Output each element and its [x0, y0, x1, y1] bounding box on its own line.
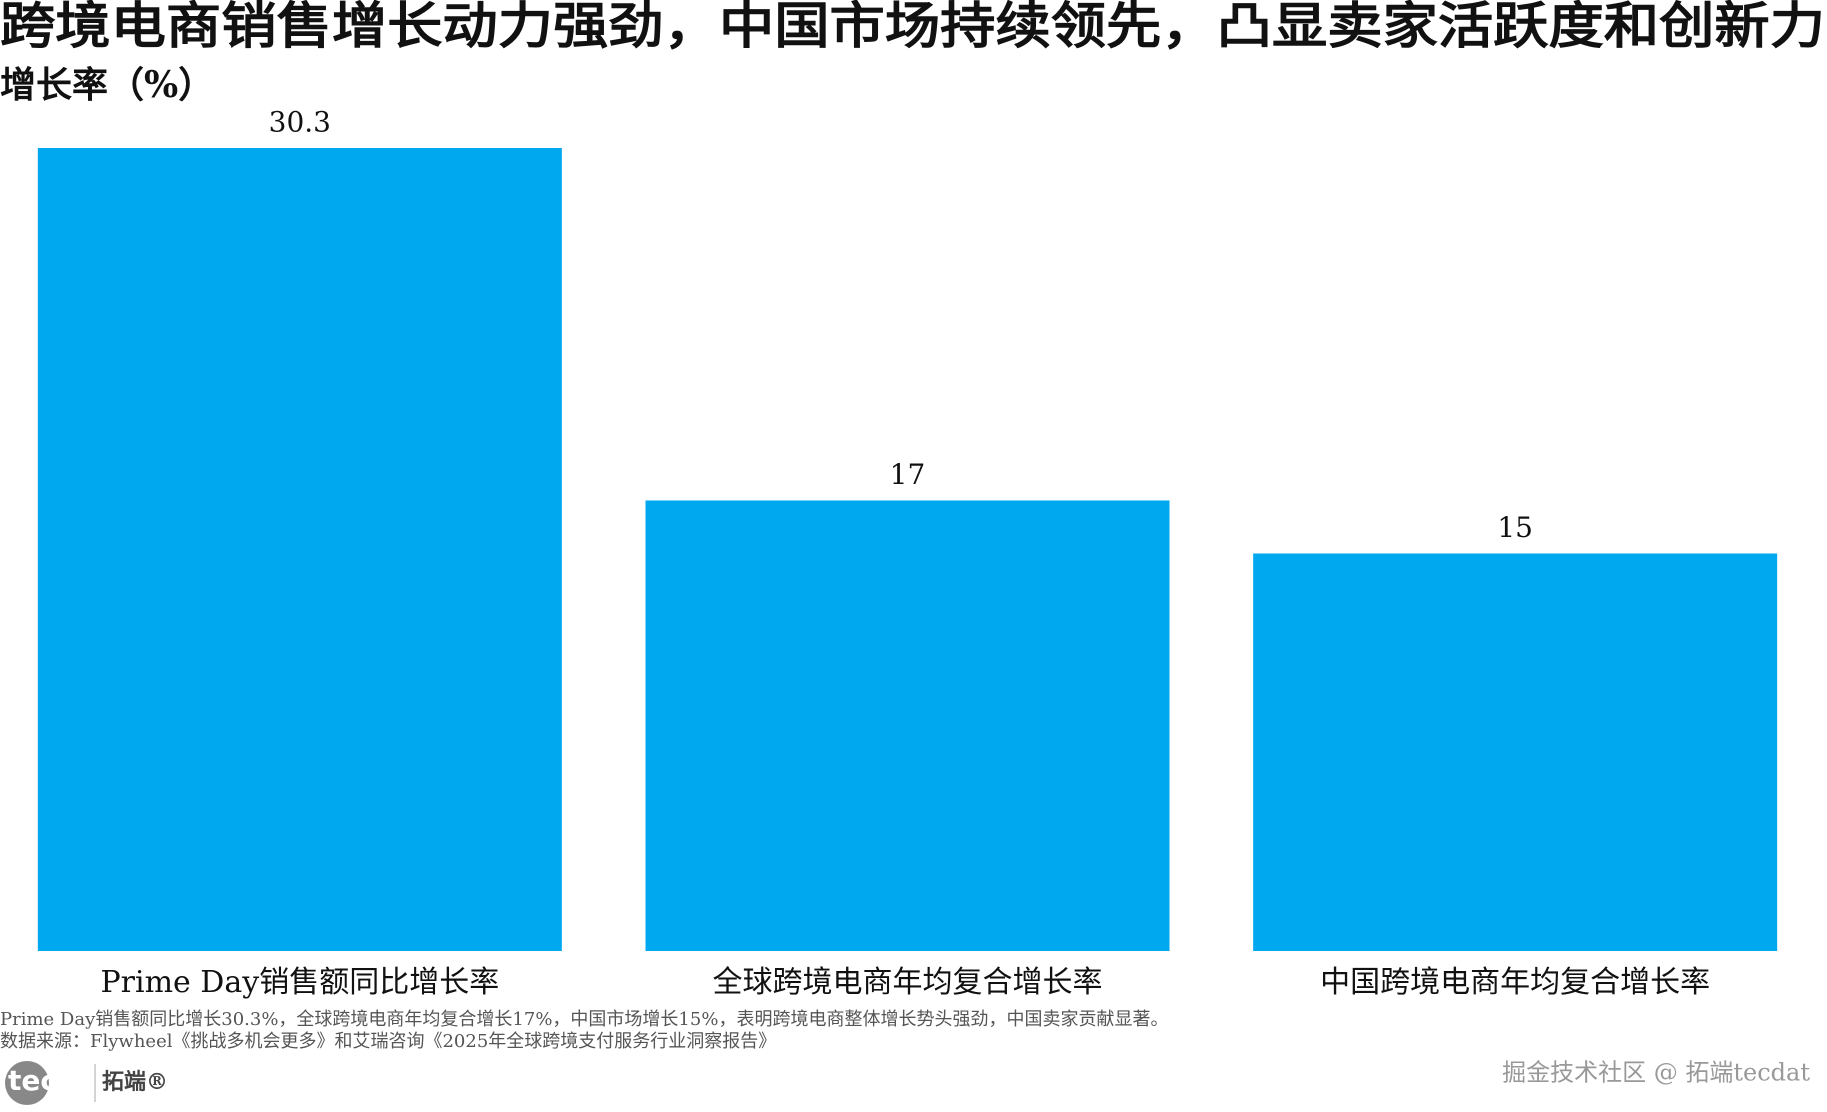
bar	[37, 148, 562, 951]
logo-mark	[5, 1061, 49, 1105]
source: 数据来源：Flywheel《挑战多机会更多》和艾瑞咨询《2025年全球跨境支付服…	[0, 1031, 776, 1052]
value-label: 17	[890, 458, 926, 491]
x-tick-label: 中国跨境电商年均复合增长率	[1320, 965, 1710, 1000]
value-label: 15	[1497, 511, 1533, 544]
note: Prime Day销售额同比增长30.3%，全球跨境电商年均复合增长17%，中国…	[0, 1009, 1168, 1030]
bar	[1253, 553, 1778, 951]
value-label: 30.3	[269, 106, 331, 139]
watermark: 掘金技术社区 @ 拓端tecdat	[1502, 1059, 1810, 1087]
logo-cn: 拓端®	[102, 1069, 168, 1095]
x-tick-label: 全球跨境电商年均复合增长率	[713, 965, 1103, 1000]
chart-title: 跨境电商销售增长动力强劲，中国市场持续领先，凸显卖家活跃度和创新力	[0, 0, 1825, 55]
x-tick-label: Prime Day销售额同比增长率	[100, 965, 499, 1000]
logo: tecdat	[8, 1064, 109, 1097]
y-axis-title: 增长率（%）	[0, 64, 214, 106]
bar	[645, 500, 1170, 951]
